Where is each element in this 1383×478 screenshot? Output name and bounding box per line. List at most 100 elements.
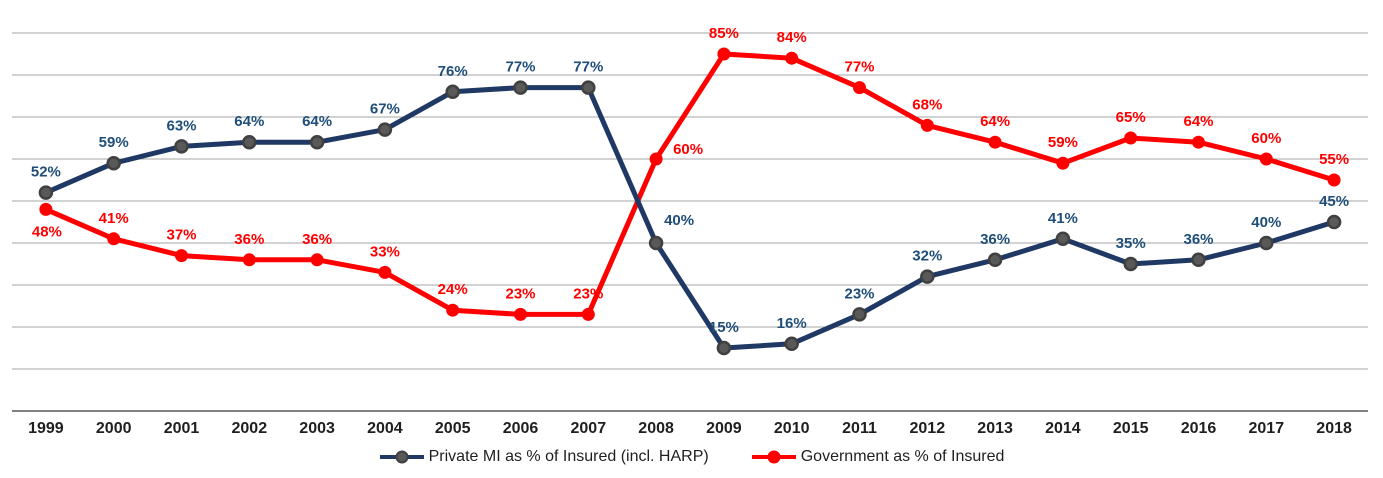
private-mi-point-2016: [1191, 252, 1206, 268]
x-axis-label-2008: 2008: [638, 420, 674, 437]
private-mi-point-2004: [377, 122, 393, 137]
government-label-2012: 68%: [912, 96, 942, 113]
private-mi-label-2009: 15%: [709, 319, 739, 336]
x-axis-label-2006: 2006: [503, 420, 539, 437]
private-mi-label-2010: 16%: [777, 315, 807, 332]
government-label-2004: 33%: [370, 243, 400, 260]
private-mi-label-2018: 45%: [1319, 193, 1349, 210]
government-label-2013: 64%: [980, 113, 1010, 130]
private-mi-point-2011: [852, 307, 867, 322]
government-point-2006: [514, 307, 527, 321]
government-label-1999: 48%: [32, 223, 62, 240]
x-axis-label-2001: 2001: [164, 420, 200, 437]
legend-item-private-mi: Private MI as % of Insured (incl. HARP): [379, 448, 709, 466]
private-mi-label-2008: 40%: [664, 212, 694, 229]
government-point-2008: [649, 152, 663, 166]
x-axis-label-2018: 2018: [1316, 420, 1352, 437]
government-point-2007: [581, 307, 595, 321]
x-axis-label-2002: 2002: [232, 420, 268, 437]
private-mi-label-2012: 32%: [912, 248, 942, 265]
private-mi-point-2015: [1123, 256, 1138, 272]
government-point-2017: [1259, 152, 1273, 166]
private-mi-point-1999: [38, 185, 54, 200]
government-point-2014: [1056, 156, 1070, 170]
government-line-marker-icon: [751, 450, 796, 464]
legend-label-private-mi: Private MI as % of Insured (incl. HARP): [428, 448, 709, 465]
x-axis-label-2007: 2007: [571, 420, 607, 437]
government-point-2009: [717, 47, 731, 61]
private-mi-label-2000: 59%: [99, 134, 129, 151]
x-axis-label-2003: 2003: [299, 420, 335, 437]
government-point-2003: [310, 253, 324, 267]
x-axis-label-2013: 2013: [977, 420, 1013, 437]
government-label-2017: 60%: [1251, 130, 1281, 147]
government-label-2016: 64%: [1183, 113, 1213, 130]
private-mi-label-2013: 36%: [980, 231, 1010, 248]
government-point-2001: [175, 249, 188, 263]
government-point-2000: [107, 232, 121, 246]
government-point-2015: [1124, 131, 1138, 145]
private-mi-label-2017: 40%: [1251, 214, 1281, 231]
private-mi-point-2006: [513, 80, 528, 95]
private-mi-point-2002: [242, 134, 257, 150]
x-axis-label-2005: 2005: [435, 420, 471, 437]
government-label-2009: 85%: [709, 25, 739, 42]
government-label-2005: 24%: [438, 281, 468, 298]
private-mi-label-2004: 67%: [370, 101, 400, 118]
x-axis-label-2015: 2015: [1113, 420, 1149, 437]
private-mi-point-2009: [716, 340, 732, 356]
government-label-2006: 23%: [505, 285, 535, 302]
government-label-2010: 84%: [777, 29, 807, 46]
private-mi-label-2011: 23%: [844, 285, 874, 302]
government-label-2002: 36%: [234, 231, 264, 248]
x-axis-label-2000: 2000: [96, 420, 132, 437]
x-axis-label-1999: 1999: [28, 420, 64, 437]
government-point-2018: [1327, 173, 1341, 187]
private-mi-label-2014: 41%: [1048, 210, 1078, 227]
government-label-2018: 55%: [1319, 151, 1349, 168]
government-label-2015: 65%: [1116, 109, 1146, 126]
x-axis-label-2011: 2011: [842, 420, 877, 437]
government-line: [43, 51, 1337, 317]
private-mi-point-2003: [309, 134, 325, 150]
government-label-2011: 77%: [844, 59, 874, 76]
x-axis-label-2010: 2010: [774, 420, 810, 437]
private-mi-label-2002: 64%: [234, 113, 264, 130]
government-label-2007: 23%: [573, 285, 603, 302]
private-mi-label-2007: 77%: [573, 59, 603, 76]
private-mi-point-2017: [1259, 235, 1274, 251]
government-label-2008: 60%: [673, 141, 703, 158]
private-mi-point-2010: [784, 336, 799, 352]
government-point-2004: [378, 265, 392, 279]
x-axis-label-2009: 2009: [706, 420, 742, 437]
government-label-2001: 37%: [166, 227, 196, 244]
private-mi-point-2001: [174, 139, 189, 154]
private-mi-line: [43, 85, 1337, 351]
legend-item-government: Government as % of Insured: [751, 448, 1005, 466]
government-point-2002: [242, 253, 256, 267]
government-point-2010: [785, 51, 799, 65]
x-axis-label-2017: 2017: [1249, 420, 1285, 437]
private-mi-point-2008: [648, 235, 664, 251]
private-mi-line-marker-icon: [379, 450, 424, 464]
private-mi-point-2007: [581, 80, 596, 95]
government-label-2000: 41%: [99, 210, 129, 227]
private-mi-label-2005: 76%: [438, 63, 468, 80]
private-mi-label-2001: 63%: [166, 117, 196, 134]
government-point-2012: [920, 118, 934, 132]
private-mi-point-2000: [106, 155, 121, 171]
legend-label-government: Government as % of Insured: [800, 448, 1005, 465]
legend: Private MI as % of Insured (incl. HARP) …: [0, 446, 1383, 468]
private-mi-label-2015: 35%: [1116, 235, 1146, 252]
private-mi-label-2016: 36%: [1183, 231, 1213, 248]
private-mi-point-2012: [920, 269, 935, 284]
chart-canvas: 52% 59% 63% 64% 64% 67% 76% 77% 77% 40% 15% 16% 23% 3…: [12, 25, 1368, 437]
government-label-2014: 59%: [1048, 134, 1078, 151]
government-point-1999: [39, 202, 53, 216]
x-axis-label-2014: 2014: [1045, 420, 1081, 437]
x-axis-label-2016: 2016: [1181, 420, 1217, 437]
private-mi-label-1999: 52%: [31, 164, 61, 181]
government-point-2016: [1192, 135, 1205, 149]
private-mi-label-2006: 77%: [505, 59, 535, 76]
